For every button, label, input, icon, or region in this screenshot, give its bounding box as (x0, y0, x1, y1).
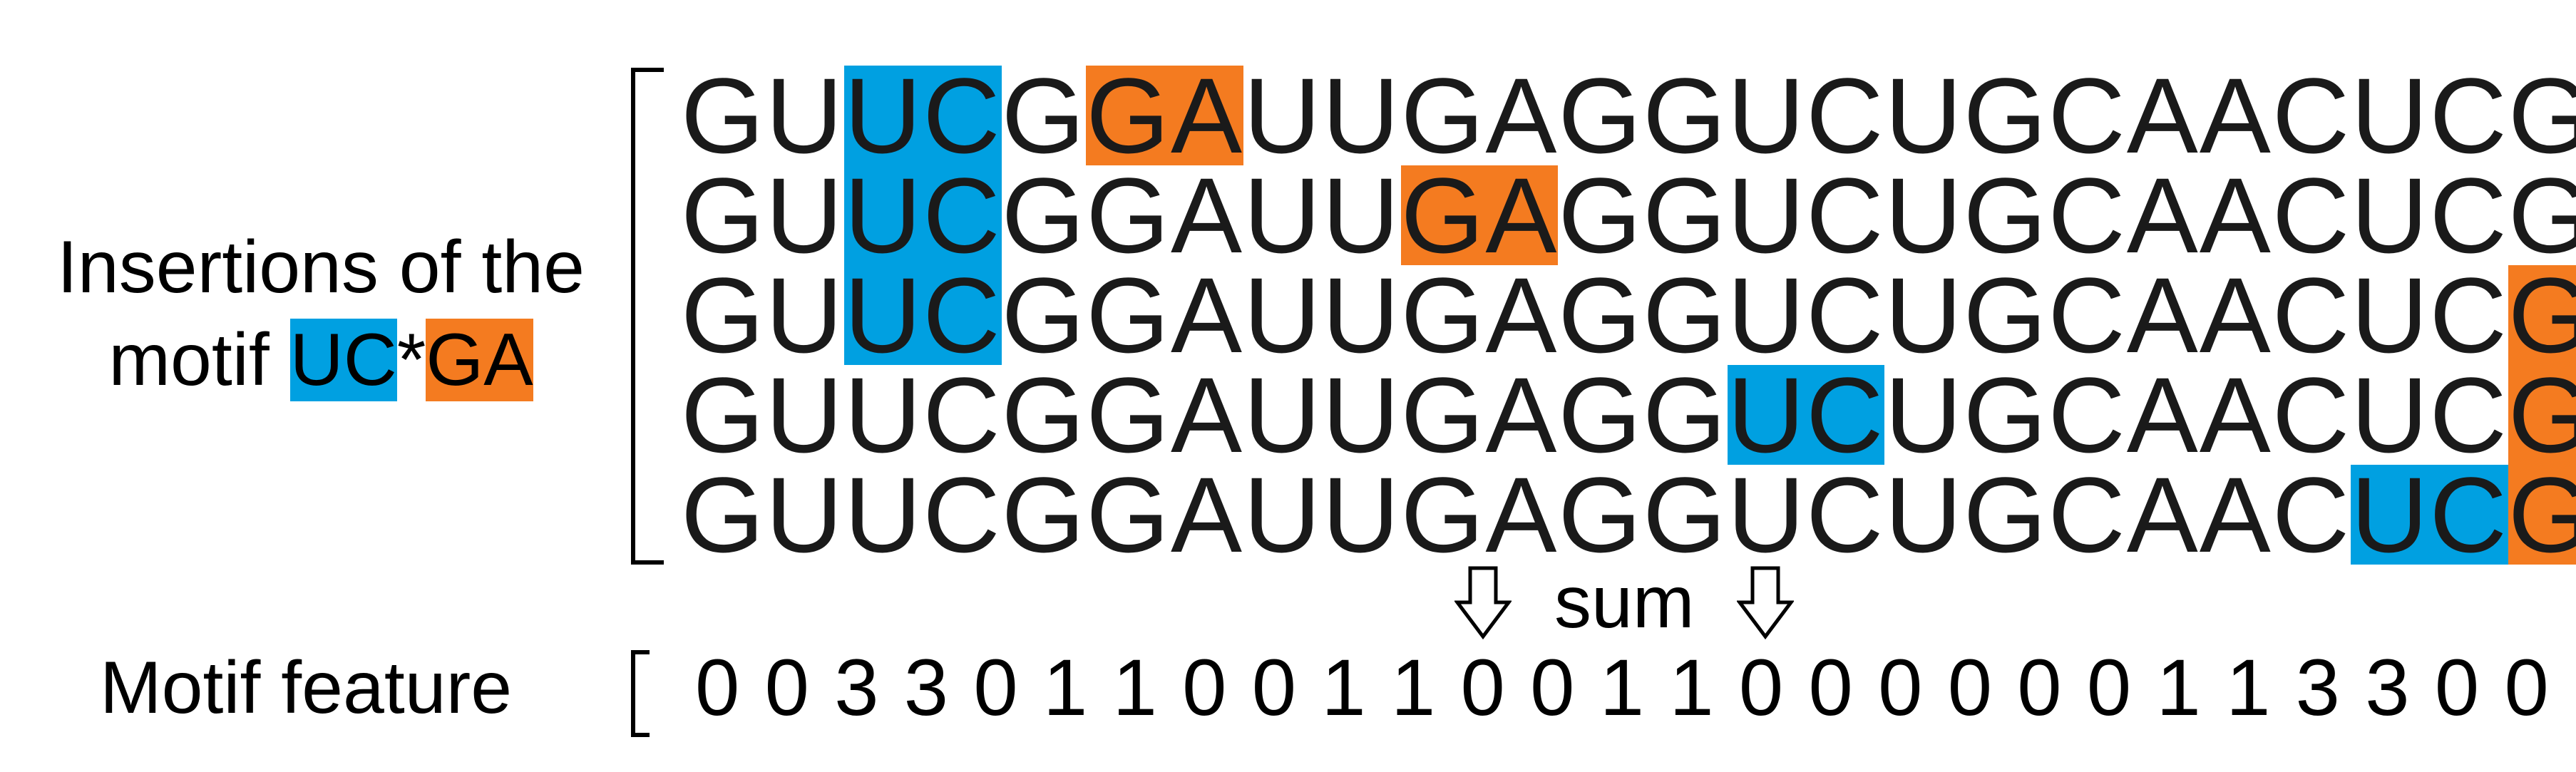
feature-value: 1 (1321, 643, 1366, 732)
motif-highlight-blue: UC (1727, 355, 1885, 475)
feature-value: 0 (1947, 643, 1992, 732)
insertions-label-line2: motif UC*GA (14, 314, 627, 406)
motif-word: motif (108, 319, 290, 401)
sequence-segment: GGUCUGCAACUCGACC (1558, 155, 2576, 275)
feature-value: 1 (1599, 643, 1645, 732)
sequence-row: GUUCGGAUUGAGGUCUGCAACUCGACC (681, 255, 2576, 375)
feature-value: 0 (2434, 643, 2480, 732)
sequence-segment: UGCAACUC (1884, 355, 2508, 475)
sequence-segment: GGAUU (1001, 155, 1401, 275)
feature-value: 3 (2295, 643, 2340, 732)
motif-highlight-blue: UC (2351, 455, 2508, 575)
feature-value: 0 (695, 643, 740, 732)
sequence-segment: GU (681, 155, 844, 275)
sum-label: sum (1554, 561, 1695, 644)
feature-value: 1 (1390, 643, 1436, 732)
feature-value: 1 (1669, 643, 1714, 732)
motif-highlight-orange: GA (2508, 262, 2576, 369)
feature-value: 0 (1530, 643, 1575, 732)
motif-part-ga: GA (426, 319, 533, 401)
motif-part-uc: UC (289, 319, 397, 401)
sequences-bracket (631, 68, 664, 565)
sequence-segment: UUGAGGUCUGCAACUCGACC (1243, 56, 2576, 175)
feature-value: 3 (903, 643, 949, 732)
feature-value: 0 (2017, 643, 2062, 732)
feature-value: 0 (973, 643, 1018, 732)
sequence-segment: GUUCGGAUUGAGG (681, 355, 1728, 475)
down-arrow-icon (1737, 566, 1795, 639)
feature-value: 1 (2156, 643, 2201, 732)
motif-highlight-orange: GA (2508, 461, 2576, 568)
sequence-segment: GU (681, 56, 844, 175)
feature-value: 1 (1112, 643, 1157, 732)
motif-highlight-orange: GA (1400, 155, 1559, 275)
sequence-row: GUUCGGAUUGAGGUCUGCAACUCGACC (681, 355, 2576, 475)
motif-highlight-blue: UC (844, 155, 1002, 275)
insertions-label-line1: Insertions of the (57, 226, 585, 309)
feature-value: 0 (1808, 643, 1853, 732)
feature-value: 3 (2365, 643, 2410, 732)
down-arrow-icon (1454, 566, 1512, 639)
feature-value: 0 (1738, 643, 1784, 732)
sequence-row: GUUCGGAUUGAGGUCUGCAACUCGACC (681, 155, 2576, 275)
feature-value: 0 (1460, 643, 1505, 732)
sequence-row: GUUCGGAUUGAGGUCUGCAACUCGACC (681, 56, 2576, 175)
feature-value: 3 (834, 643, 879, 732)
insertions-label: Insertions of the motif UC*GA (14, 221, 627, 406)
motif-highlight-blue: UC (844, 255, 1002, 375)
feature-value: 0 (2504, 643, 2549, 732)
motif-highlight-orange: GA (1086, 56, 1244, 175)
sequence-block: GUUCGGAUUGAGGUCUGCAACUCGACCGUUCGGAUUGAGG… (681, 56, 2576, 575)
motif-highlight-blue: UC (844, 56, 1002, 175)
feature-value: 0 (1878, 643, 1923, 732)
sequence-row: GUUCGGAUUGAGGUCUGCAACUCGACC (681, 455, 2576, 575)
feature-value: 0 (764, 643, 809, 732)
feature-value: 1 (2226, 643, 2271, 732)
sequence-segment: G (1001, 56, 1087, 175)
feature-value: 0 (2086, 643, 2132, 732)
feature-value: 0 (1182, 643, 1227, 732)
motif-feature-label: Motif feature (100, 647, 513, 729)
feature-value: 1 (1042, 643, 1088, 732)
sequence-segment: GUUCGGAUUGAGGUCUGCAAC (681, 455, 2351, 575)
sequence-segment: GU (681, 255, 844, 375)
feature-bracket (631, 650, 650, 737)
feature-value: 0 (1251, 643, 1297, 732)
motif-highlight-orange: GA (2508, 361, 2576, 468)
motif-star: * (396, 319, 426, 401)
sum-row: sum (1454, 561, 1795, 644)
sequence-segment: GGAUUGAGGUCUGCAACUC (1001, 255, 2508, 375)
